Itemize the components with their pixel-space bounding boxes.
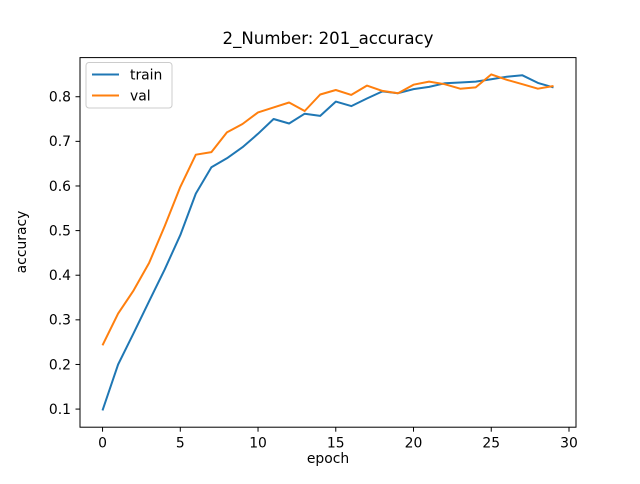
legend: train val [85,62,173,109]
plot-series [101,73,554,411]
y-tick-label: 0.8 [49,90,71,106]
x-tick-label: 5 [176,436,185,452]
x-tick-label: 20 [405,436,423,452]
y-tick-label: 0.3 [49,313,71,329]
x-tick-label: 10 [249,436,267,452]
chart-title: 2_Number: 201_accuracy [223,29,434,49]
y-tick-label: 0.1 [49,402,71,418]
x-tick-label: 15 [327,436,345,452]
x-tick-label: 0 [98,436,107,452]
x-tick-label: 30 [560,436,578,452]
x-axis-label: epoch [307,451,349,467]
val-line [101,73,554,346]
y-tick-label: 0.6 [49,179,71,195]
y-tick-label: 0.5 [49,223,71,239]
y-axis-label: accuracy [14,211,30,274]
y-tick-label: 0.2 [49,357,71,373]
legend-label-train: train [130,68,162,84]
plot-axes: 0 5 10 15 20 25 30 0.1 0.2 0.3 0.4 0.5 0.6 0.7 0.8 [49,57,578,452]
train-line [101,74,554,411]
y-tick-label: 0.7 [49,134,71,150]
y-tick-label: 0.4 [49,268,71,284]
axes-spines [79,57,577,428]
legend-label-val: val [130,89,151,105]
x-tick-label: 25 [482,436,500,452]
